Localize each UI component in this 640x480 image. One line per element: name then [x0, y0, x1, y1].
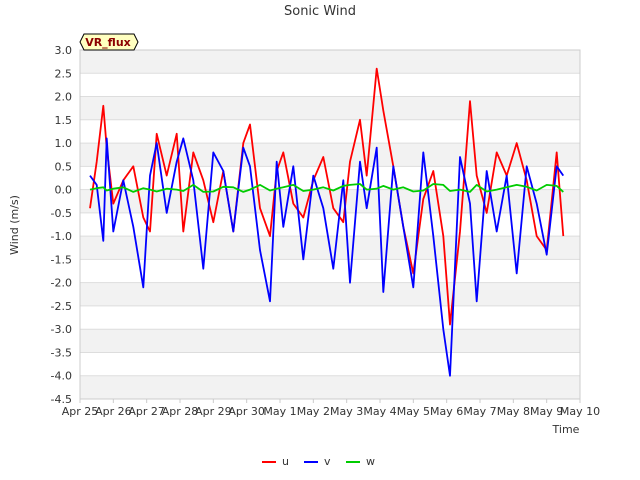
plot-band [80, 96, 580, 120]
y-tick-label: 2.0 [55, 91, 73, 104]
y-axis-title: Wind (m/s) [8, 195, 21, 255]
x-tick-label: May 1 [263, 405, 296, 418]
series-line-w [89, 183, 564, 193]
y-tick-label: -3.5 [51, 346, 72, 359]
y-tick-label: -2.5 [51, 300, 72, 313]
y-tick-label: -4.0 [51, 370, 72, 383]
y-tick-label: -4.5 [51, 393, 72, 406]
plot-band [80, 189, 580, 213]
plot-band [80, 329, 580, 353]
y-tick-label: -1.0 [51, 230, 72, 243]
chart-title: Sonic Wind [284, 4, 356, 19]
x-tick-label: May 10 [560, 405, 600, 418]
plot-frame [79, 49, 581, 400]
x-tick-label: May 9 [530, 405, 563, 418]
x-tick-label: Apr 28 [162, 405, 199, 418]
x-axis-title: Time [552, 423, 580, 436]
y-tick-labels: -4.5 -4.0 -3.5 -3.0 -2.5 -2.0 -1.5 -1.0 -0.5 0.0 0… [51, 44, 72, 406]
x-tick-label: May 4 [363, 405, 396, 418]
plot-band [80, 143, 580, 167]
x-tick-label: Apr 29 [195, 405, 232, 418]
x-tick-label: Apr 26 [95, 405, 132, 418]
y-tick-label: 2.5 [55, 67, 73, 80]
plot-bands [80, 50, 580, 399]
badge-shape [79, 33, 139, 51]
y-tick-label: 1.5 [55, 114, 73, 127]
x-tick-label: Apr 25 [62, 405, 99, 418]
y-tick-label: 0.0 [55, 184, 73, 197]
plot-band [80, 375, 580, 399]
legend-label-u: u [282, 455, 289, 468]
x-tick-label: May 7 [463, 405, 496, 418]
x-tick-label: May 8 [497, 405, 530, 418]
x-tick-label: May 3 [330, 405, 363, 418]
legend-label-w: w [366, 455, 375, 468]
x-tick-label: May 5 [397, 405, 430, 418]
y-tick-label: 0.5 [55, 160, 73, 173]
y-tick-label: -0.5 [51, 207, 72, 220]
legend-label-v: v [324, 455, 331, 468]
legend: u v w [262, 455, 375, 468]
plot-band [80, 282, 580, 306]
plot-band [80, 50, 580, 74]
x-tick-label: Apr 27 [128, 405, 165, 418]
badge-label: VR_flux [85, 36, 131, 49]
x-tick-label: May 6 [430, 405, 463, 418]
y-tick-label: 3.0 [55, 44, 73, 57]
x-tick-label: Apr 30 [228, 405, 265, 418]
series-line-v [89, 137, 565, 377]
y-tick-label: -3.0 [51, 323, 72, 336]
y-tick-label: 1.0 [55, 137, 73, 150]
series-lines [89, 67, 565, 377]
vr-flux-badge: VR_flux [79, 33, 139, 51]
y-tick-label: -1.5 [51, 253, 72, 266]
x-tick-label: May 2 [297, 405, 330, 418]
y-tick-label: -2.0 [51, 277, 72, 290]
